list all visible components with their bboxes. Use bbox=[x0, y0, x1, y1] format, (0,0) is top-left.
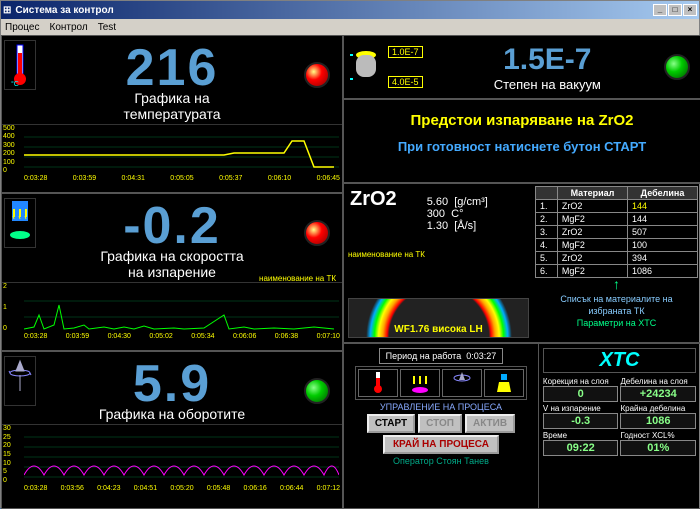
icon-evap[interactable] bbox=[400, 369, 440, 397]
evaporation-icon bbox=[4, 198, 36, 248]
rpm-label: Графика на оборотите bbox=[2, 406, 342, 422]
table-row: 5.ZrO2394 bbox=[536, 252, 698, 265]
table-row: 4.MgF2100 bbox=[536, 239, 698, 252]
rate-chart: 210 0:03:280:03:590:04:300:05:020:05:340… bbox=[2, 282, 342, 342]
rpm-led bbox=[304, 378, 330, 404]
control-section-label: УПРАВЛЕНИЕ НА ПРОЦЕСА bbox=[380, 402, 502, 412]
operator-label: Оператор Стоян Танев bbox=[393, 456, 489, 466]
rotation-icon bbox=[4, 356, 36, 406]
vacuum-vessel-icon bbox=[346, 39, 386, 95]
icon-beam[interactable] bbox=[484, 369, 524, 397]
table-row: 3.ZrO2507 bbox=[536, 226, 698, 239]
vacuum-value: 1.5E-7 bbox=[423, 43, 672, 77]
control-panel: Период на работа 0:03:27 УПРАВЛЕНИЕ НА П… bbox=[343, 343, 700, 509]
rate-panel: -0.2 Графика на скоросттана изпарение на… bbox=[1, 193, 343, 351]
vacuum-panel: 1.0E-7 4.0E-5 1.5E-7 Степен на вакуум bbox=[343, 35, 700, 99]
menu-control[interactable]: Контрол bbox=[50, 22, 88, 33]
vacuum-top: 1.0E-7 bbox=[388, 46, 423, 58]
process-icons bbox=[355, 366, 527, 400]
temperature-label: Графика натемпературата bbox=[2, 90, 342, 122]
xtc-panel: XTC Корекция на слоя0 Дебелина на слоя+2… bbox=[538, 344, 700, 508]
vacuum-bottom: 4.0E-5 bbox=[388, 76, 423, 88]
rpm-chart: 302520151050 0:03:280:03:560:04:230:04:5… bbox=[2, 424, 342, 494]
vacuum-led bbox=[664, 54, 690, 80]
icon-temp[interactable] bbox=[358, 369, 398, 397]
rpm-panel: 5.9 Графика на оборотите 302520151050 0:… bbox=[1, 351, 343, 509]
start-button[interactable]: СТАРТ bbox=[367, 414, 415, 433]
period-display: Период на работа 0:03:27 bbox=[379, 348, 504, 364]
rate-value: -0.2 bbox=[2, 194, 342, 252]
temperature-led bbox=[304, 62, 330, 88]
minimize-button[interactable]: _ bbox=[653, 4, 667, 16]
maximize-button[interactable]: □ bbox=[668, 4, 682, 16]
material-name: ZrO2 bbox=[350, 188, 397, 211]
menu-process[interactable]: Процес bbox=[5, 22, 40, 33]
message-line2: При готовност натиснете бутон СТАРТ bbox=[348, 139, 696, 154]
temperature-chart: 5004003002001000 0:03:280:03:590:04:310:… bbox=[2, 124, 342, 184]
rate-led bbox=[304, 220, 330, 246]
table-row: 2.MgF2144 bbox=[536, 213, 698, 226]
icon-rot[interactable] bbox=[442, 369, 482, 397]
titlebar[interactable]: ⊞ Система за контрол _ □ × bbox=[1, 1, 699, 19]
temperature-panel: °C 216 Графика натемпературата 500400300… bbox=[1, 35, 343, 193]
xtc-title: XTC bbox=[543, 348, 696, 373]
window-title: Система за контрол bbox=[15, 5, 113, 16]
materials-table: МатериалДебелина 1.ZrO2144 2.MgF2144 3.Z… bbox=[535, 186, 698, 278]
thermometer-icon: °C bbox=[4, 40, 36, 90]
rpm-value: 5.9 bbox=[2, 352, 342, 410]
menu-test[interactable]: Test bbox=[98, 22, 116, 33]
rainbow-display: WF1.76 висока LH bbox=[348, 298, 529, 338]
close-button[interactable]: × bbox=[683, 4, 697, 16]
end-button[interactable]: КРАЙ НА ПРОЦЕСА bbox=[383, 435, 499, 454]
vacuum-label: Степен на вакуум bbox=[423, 77, 672, 92]
svg-text:°C: °C bbox=[11, 80, 19, 87]
app-window: ⊞ Система за контрол _ □ × Процес Контро… bbox=[0, 0, 700, 508]
message-line1: Предстои изпаряване на ZrO2 bbox=[348, 112, 696, 129]
active-button[interactable]: АКТИВ bbox=[465, 414, 515, 433]
table-row: 1.ZrO2144 bbox=[536, 200, 698, 213]
message-panel: Предстои изпаряване на ZrO2 При готовнос… bbox=[343, 99, 700, 183]
temperature-value: 216 bbox=[2, 36, 342, 94]
stop-button[interactable]: СТОП bbox=[418, 414, 462, 433]
app-icon: ⊞ bbox=[3, 5, 11, 16]
menubar: Процес Контрол Test bbox=[1, 19, 699, 35]
material-panel: ZrO2 5.60 [g/cm³] 300 C° 1.30 [Å/s] наим… bbox=[343, 183, 700, 343]
